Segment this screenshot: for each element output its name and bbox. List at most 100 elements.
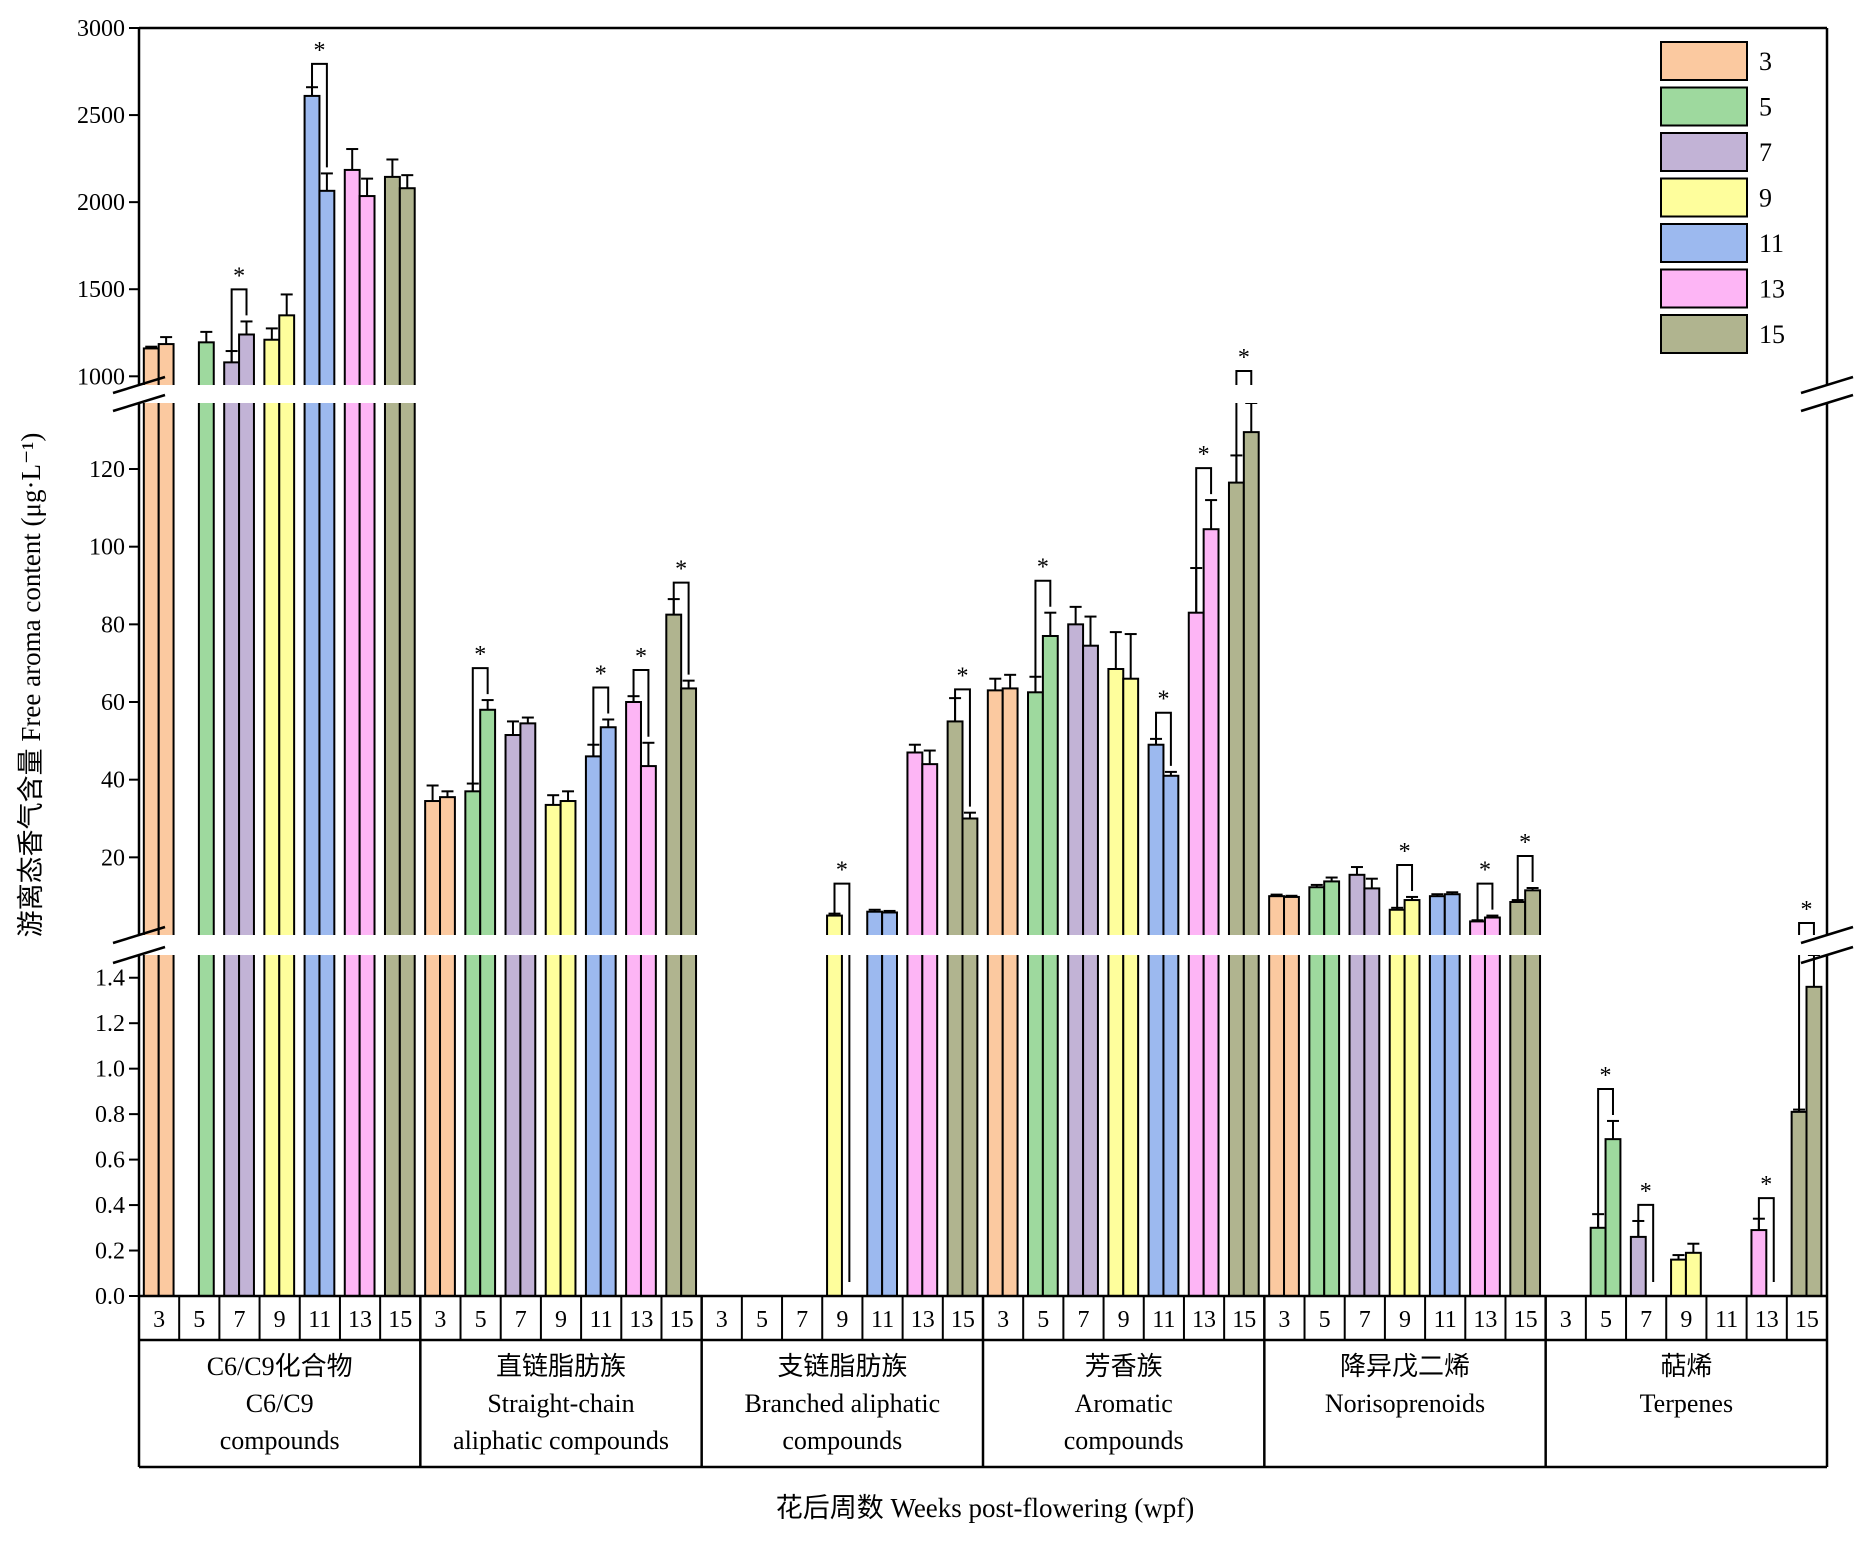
week-label: 13 [1755,1307,1779,1333]
significance-star: * [675,557,687,583]
significance-star: * [474,642,486,668]
significance-bracket [311,62,328,168]
significance-bracket [1516,855,1534,902]
significance-bracket [230,288,248,363]
bar [197,341,215,1297]
legend-swatch [1660,41,1748,81]
group-label-en: Branched aliphatic [745,1389,941,1418]
week-label: 3 [997,1307,1009,1333]
bar [1604,1138,1622,1298]
group-label-en: compounds [1064,1426,1184,1455]
significance-star: * [1600,1063,1612,1089]
week-label: 5 [475,1307,487,1333]
significance-bracket [1757,1197,1775,1282]
week-label: 15 [388,1307,412,1333]
group-label-cn: 支链脂肪族 [777,1352,907,1381]
bars-layer [142,94,1823,1298]
bar [142,347,160,1297]
bar [1147,743,1165,1297]
significance-bracket [954,688,971,807]
bar [383,175,401,1297]
significance-star: * [836,858,848,884]
legend-swatch [1660,223,1748,263]
week-label: 13 [911,1307,935,1333]
week-label: 5 [1037,1307,1049,1333]
week-label: 9 [836,1307,848,1333]
bar [358,195,376,1297]
legend-swatch [1660,86,1748,127]
legend-swatch [1660,268,1748,309]
week-label: 7 [1077,1307,1089,1333]
legend: 3 5 7 9 11 13 15 [1660,41,1785,354]
y-tick-label: 60 [101,690,125,716]
bar [584,755,602,1297]
bar [223,361,241,1297]
bar [1403,899,1421,1297]
axis-break-mark [1800,925,1854,945]
significance-star: * [957,663,969,689]
bar [1001,687,1019,1297]
axis-layer: 0.0 0.2 0.4 0.6 0.8 1.0 1.2 1.4 20 40 60 80 100 120 10… [77,16,1854,1310]
legend-label: 3 [1759,47,1772,76]
bar [866,910,884,1297]
x-axis-label: 花后周数 Weeks post-flowering (wpf) [776,1493,1195,1523]
significance-star: * [313,38,325,64]
bar [946,720,964,1297]
y-tick-label: 20 [101,845,125,871]
bar [424,800,442,1297]
week-label: 15 [1232,1307,1256,1333]
week-label: 15 [1795,1307,1819,1333]
y-tick-label: 0.2 [95,1239,125,1265]
significance-star: * [233,263,245,289]
axis-break-gap [129,385,1837,403]
week-label: 3 [434,1307,446,1333]
week-label: 15 [951,1307,975,1333]
group-label-cn: 芳香族 [1085,1352,1163,1381]
significance-star: * [595,661,607,687]
y-tick-label: 120 [89,457,125,483]
group-label-cn: 降异戊二烯 [1340,1352,1470,1381]
bar [157,343,175,1297]
significance-layer: * * * * * * * * * * * * * * * * * * * [230,38,1815,1282]
significance-bracket [632,669,650,737]
legend-label: 13 [1759,275,1785,304]
y-tick-label: 2000 [77,190,125,216]
week-label: 3 [1278,1307,1290,1333]
week-label: 7 [1359,1307,1371,1333]
group-label-en: compounds [782,1426,902,1455]
bar [479,708,497,1297]
week-label: 15 [1514,1307,1538,1333]
bar [1107,668,1125,1297]
bar [1428,895,1446,1298]
bar [1388,908,1406,1297]
bar [1790,1110,1808,1297]
y-tick-label: 0.4 [95,1193,125,1219]
significance-bracket [1235,370,1253,483]
bar [639,765,657,1297]
group-label-en: Terpenes [1640,1389,1733,1418]
significance-bracket [1396,863,1414,910]
week-label: 11 [590,1307,613,1333]
y-tick-label: 1000 [77,364,125,390]
bar [1227,481,1245,1297]
significance-bracket [1155,711,1172,766]
week-label: 9 [1399,1307,1411,1333]
bar [343,168,361,1297]
bar [680,687,698,1297]
group-label-en: compounds [220,1426,340,1455]
week-label: 3 [153,1307,165,1333]
bar [1162,774,1180,1297]
bar [1283,895,1300,1297]
legend-label: 9 [1759,184,1772,213]
bar [559,800,577,1297]
y-axis-label: 游离态香气含量 Free aroma content (μg·L⁻¹) [16,433,46,938]
axis-break-gap [129,935,1837,955]
y-tick-label: 1500 [77,277,125,303]
week-label: 13 [1192,1307,1216,1333]
week-label: 13 [629,1307,653,1333]
bar [1509,900,1527,1297]
bar [278,314,296,1297]
bar [986,689,1004,1297]
significance-bracket [471,667,489,792]
bar [318,189,336,1298]
